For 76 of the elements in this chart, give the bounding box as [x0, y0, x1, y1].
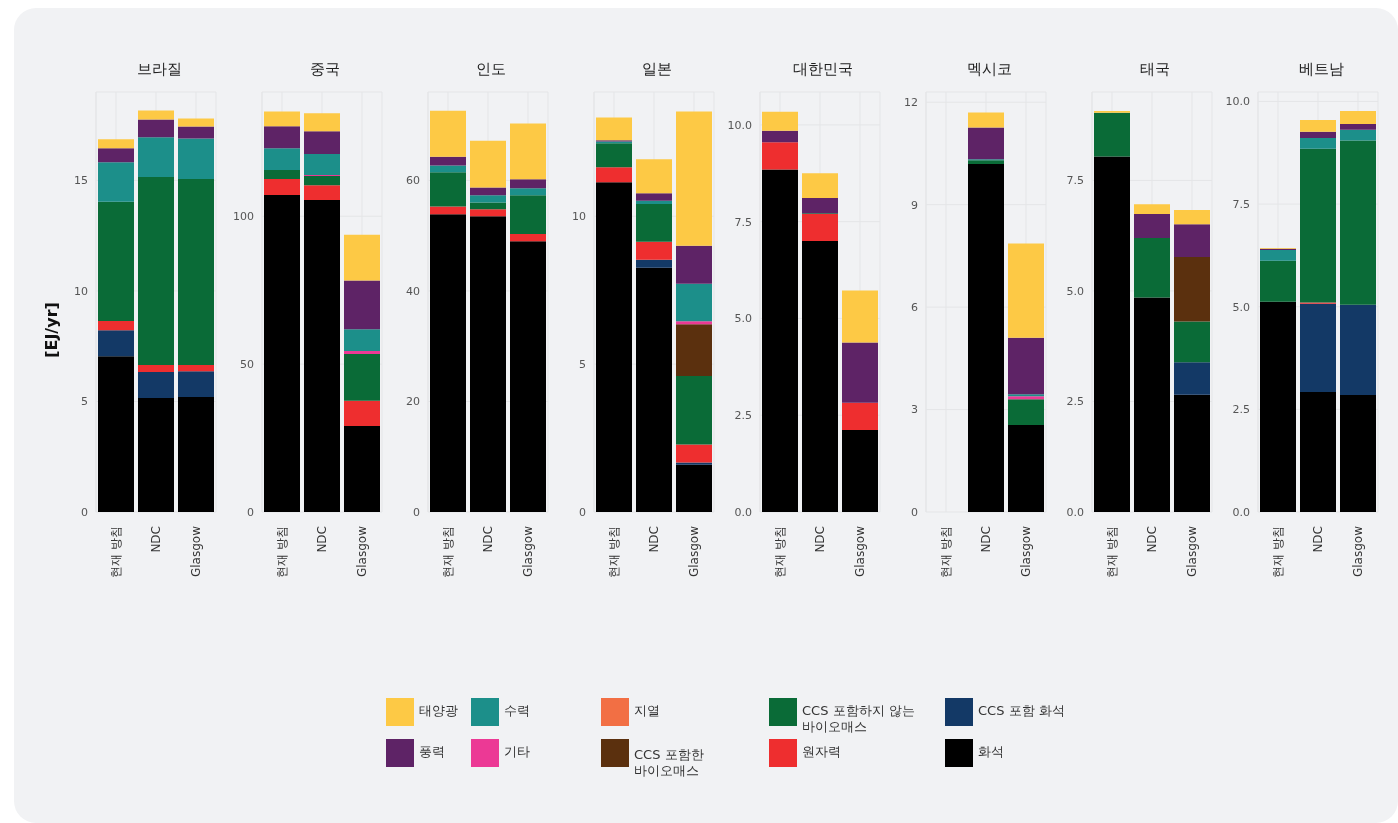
x-tick-label: Glasgow	[355, 525, 369, 578]
y-tick-label: 5.0	[734, 312, 752, 326]
y-tick-label: 10	[74, 284, 88, 298]
chart-title: 멕시코	[965, 60, 1013, 80]
x-tick-label: 현재 방침	[275, 526, 289, 578]
legend-label: 기타	[504, 743, 530, 760]
x-tick-label: NDC	[647, 526, 661, 553]
chart-title: 태국	[1139, 60, 1171, 80]
legend-label: CCS 포함하지 않는 바이오매스	[802, 702, 916, 735]
y-tick-label: 0.0	[1232, 505, 1250, 519]
y-tick-label: 0.0	[1066, 505, 1084, 519]
y-tick-label: 10	[572, 210, 586, 224]
x-tick-label: 현재 방침	[607, 526, 621, 578]
y-tick-label: 0	[247, 505, 254, 519]
x-tick-label: Glasgow	[1019, 525, 1033, 578]
y-tick-label: 7.5	[1232, 197, 1250, 211]
x-tick-label: NDC	[481, 526, 495, 553]
x-tick-label: NDC	[149, 526, 163, 553]
y-tick-label: 0	[413, 505, 420, 519]
x-tick-label: Glasgow	[189, 525, 203, 578]
y-tick-label: 60	[406, 174, 420, 188]
y-tick-label: 2.5	[1232, 403, 1250, 417]
y-tick-label: 0.0	[734, 505, 752, 519]
y-tick-label: 20	[406, 395, 420, 409]
x-tick-label: NDC	[1145, 526, 1159, 553]
legend-label: CCS 포함한 바이오매스	[634, 746, 705, 779]
x-tick-label: NDC	[315, 526, 329, 553]
y-tick-label: 7.5	[1066, 174, 1084, 188]
x-tick-label: NDC	[813, 526, 827, 553]
x-tick-label: Glasgow	[521, 525, 535, 578]
legend-label: 태양광	[419, 702, 458, 719]
chart-title: 일본	[641, 60, 673, 80]
x-tick-label: Glasgow	[1351, 525, 1365, 578]
y-tick-label: 2.5	[734, 409, 752, 423]
y-tick-label: 5	[579, 358, 586, 372]
x-tick-label: Glasgow	[687, 525, 701, 578]
y-tick-label: 0	[579, 505, 586, 519]
y-tick-label: 40	[406, 284, 420, 298]
y-tick-label: 0	[81, 505, 88, 519]
legend-label: CCS 포함 화석	[978, 702, 1066, 719]
chart-title: 브라질	[135, 60, 183, 80]
x-tick-label: NDC	[979, 526, 993, 553]
y-tick-label: 10.0	[1225, 95, 1250, 109]
y-tick-label: 5.0	[1232, 300, 1250, 314]
legend-label: 원자력	[802, 743, 842, 760]
chart-title: 베트남	[1297, 60, 1345, 80]
y-tick-label: 5	[81, 395, 88, 409]
legend-label: 수력	[504, 702, 530, 719]
x-tick-label: 현재 방침	[773, 526, 787, 578]
y-tick-label: 10.0	[727, 118, 752, 132]
y-tick-label: 0	[911, 505, 918, 519]
x-tick-label: Glasgow	[1185, 525, 1199, 578]
legend-label: 화석	[978, 743, 1005, 760]
x-tick-label: Glasgow	[853, 525, 867, 578]
legend-label: 풍력	[419, 743, 445, 760]
x-tick-label: 현재 방침	[109, 526, 123, 578]
y-tick-label: 15	[74, 174, 88, 188]
y-tick-label: 100	[233, 210, 254, 224]
y-tick-label: 50	[240, 358, 254, 372]
y-tick-label: 7.5	[734, 215, 752, 229]
y-tick-label: 2.5	[1066, 395, 1084, 409]
x-tick-label: 현재 방침	[1105, 526, 1119, 578]
y-tick-label: 5.0	[1066, 284, 1084, 298]
y-tick-label: 9	[911, 198, 918, 212]
y-tick-label: 3	[911, 403, 918, 417]
x-tick-label: 현재 방침	[1271, 526, 1285, 578]
y-axis-title: [EJ/yr]	[41, 302, 61, 358]
legend-label: 지열	[634, 702, 661, 719]
x-tick-label: 현재 방침	[441, 526, 455, 578]
x-tick-label: 현재 방침	[939, 526, 953, 578]
chart-title: 대한민국	[792, 60, 854, 80]
y-tick-label: 12	[904, 96, 918, 110]
chart-title: 중국	[309, 60, 341, 80]
x-tick-label: NDC	[1311, 526, 1325, 553]
y-tick-label: 6	[911, 301, 918, 315]
chart-title: 인도	[475, 60, 507, 80]
